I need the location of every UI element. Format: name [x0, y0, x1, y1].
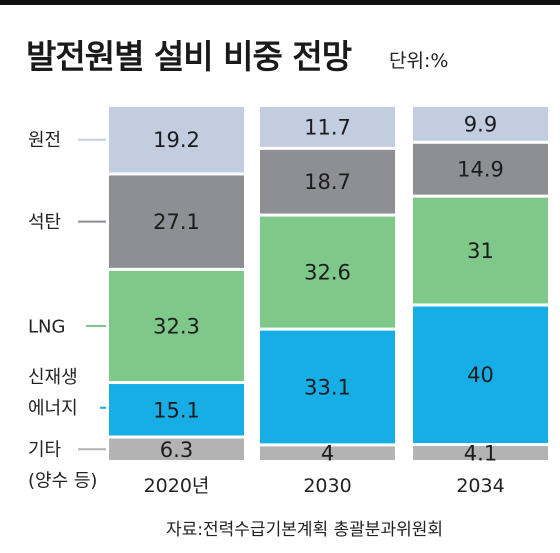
data-label-renewable-1: 15.1: [153, 398, 200, 422]
bar-segment-lng-2: [260, 216, 395, 328]
legend-label-nuclear: 원전: [28, 130, 61, 151]
bar-segment-lng-3: [413, 197, 548, 304]
legend-label-renewable-line2: 에너지: [28, 398, 78, 419]
legend-label-other-line1: 기타: [28, 439, 62, 460]
data-label-nuclear-1: 19.2: [153, 128, 200, 152]
data-label-lng-1: 32.3: [153, 314, 200, 338]
bar-segment-other-1: [109, 438, 244, 460]
unit-label: 단위:%: [389, 50, 449, 72]
bar-segment-coal-3: [413, 143, 548, 195]
data-label-nuclear-3: 9.9: [464, 112, 497, 136]
top-rule: [0, 0, 560, 5]
data-label-other-2: 4: [321, 442, 334, 466]
legend-label-renewable-line1: 신재생: [28, 367, 78, 388]
data-label-lng-2: 32.6: [304, 261, 351, 285]
bar-segment-renewable-2: [260, 330, 395, 444]
bar-segment-coal-2: [260, 149, 395, 214]
legend-label-other-line2: (양수 등): [28, 470, 97, 491]
data-label-nuclear-2: 11.7: [304, 115, 351, 139]
bar-segment-other-2: [260, 446, 395, 460]
x-tick-label-2: 2030: [303, 475, 351, 497]
bar-segment-renewable-1: [109, 384, 244, 436]
legend-label-coal: 석탄: [28, 212, 61, 233]
data-label-other-3: 4.1: [464, 442, 497, 466]
data-label-other-1: 6.3: [160, 438, 193, 462]
data-label-coal-3: 14.9: [457, 158, 504, 182]
x-tick-label-1: 2020년: [144, 475, 210, 497]
legend-label-lng: LNG: [28, 316, 65, 337]
data-label-lng-3: 31: [467, 239, 494, 263]
bar-segment-other-3: [413, 446, 548, 460]
bar-segment-nuclear-2: [260, 107, 395, 147]
x-tick-label-3: 2034: [456, 475, 504, 497]
data-label-coal-2: 18.7: [304, 170, 351, 194]
bar-segment-coal-1: [109, 175, 244, 268]
data-label-renewable-3: 40: [467, 363, 494, 387]
bar-segment-nuclear-3: [413, 107, 548, 141]
bar-segment-renewable-3: [413, 306, 548, 444]
data-label-renewable-2: 33.1: [304, 375, 351, 399]
chart-title: 발전원별 설비 비중 전망: [26, 37, 352, 76]
bar-segment-lng-1: [109, 270, 244, 382]
data-label-coal-1: 27.1: [153, 210, 200, 234]
bar-segment-nuclear-1: [109, 107, 244, 173]
source-note: 자료:전력수급기본계획 총괄분과위원회: [166, 520, 444, 540]
